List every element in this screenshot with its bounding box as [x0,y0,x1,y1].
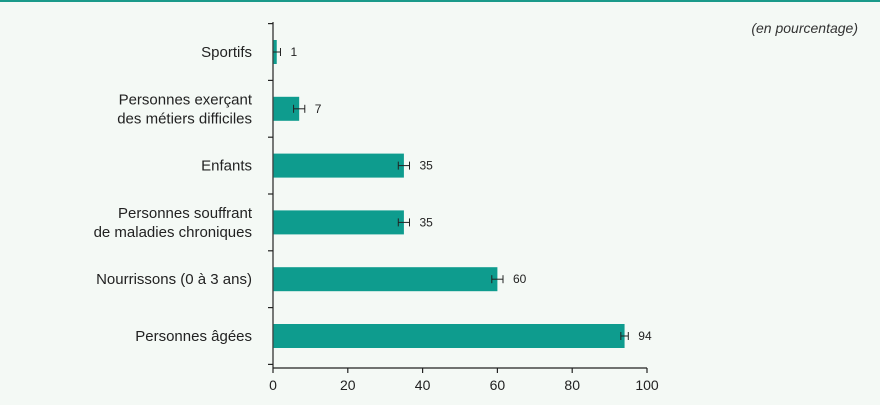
category-label-line: de maladies chroniques [94,224,252,241]
bar [273,153,404,178]
data-label: 7 [315,102,322,116]
bar [273,324,625,348]
category-label: Personnes âgées [135,328,252,345]
data-label: 60 [513,272,527,286]
data-label: 35 [420,159,434,173]
x-tick-label: 80 [564,377,580,393]
data-label: 94 [638,329,652,343]
bar [273,267,498,292]
category-label: Personnes exerçant des métiers difficiles [117,91,253,127]
category-label-line: Personnes exerçant [119,91,253,108]
x-tick-label: 20 [340,377,356,393]
x-tick-label: 40 [415,377,431,393]
category-label: Nourrissons (0 à 3 ans) [96,271,252,288]
category-label-line: Sportifs [201,44,252,61]
data-label: 35 [420,215,434,229]
category-label: Sportifs [201,44,252,61]
x-tick-label: 100 [635,377,659,393]
category-label-line: Nourrissons (0 à 3 ans) [96,271,252,288]
x-tick-label: 0 [269,377,277,393]
category-label-line: Personnes âgées [135,328,252,345]
category-label-line: Personnes souffrant [118,205,253,222]
bar [273,210,404,235]
category-label: Enfants [201,158,252,175]
category-label: Personnes souffrant de maladies chronique… [94,205,253,241]
unit-note: (en pourcentage) [751,20,858,36]
data-label: 1 [290,45,297,59]
x-tick-label: 60 [490,377,506,393]
category-label-line: des métiers difficiles [117,110,252,127]
category-label-line: Enfants [201,158,252,175]
